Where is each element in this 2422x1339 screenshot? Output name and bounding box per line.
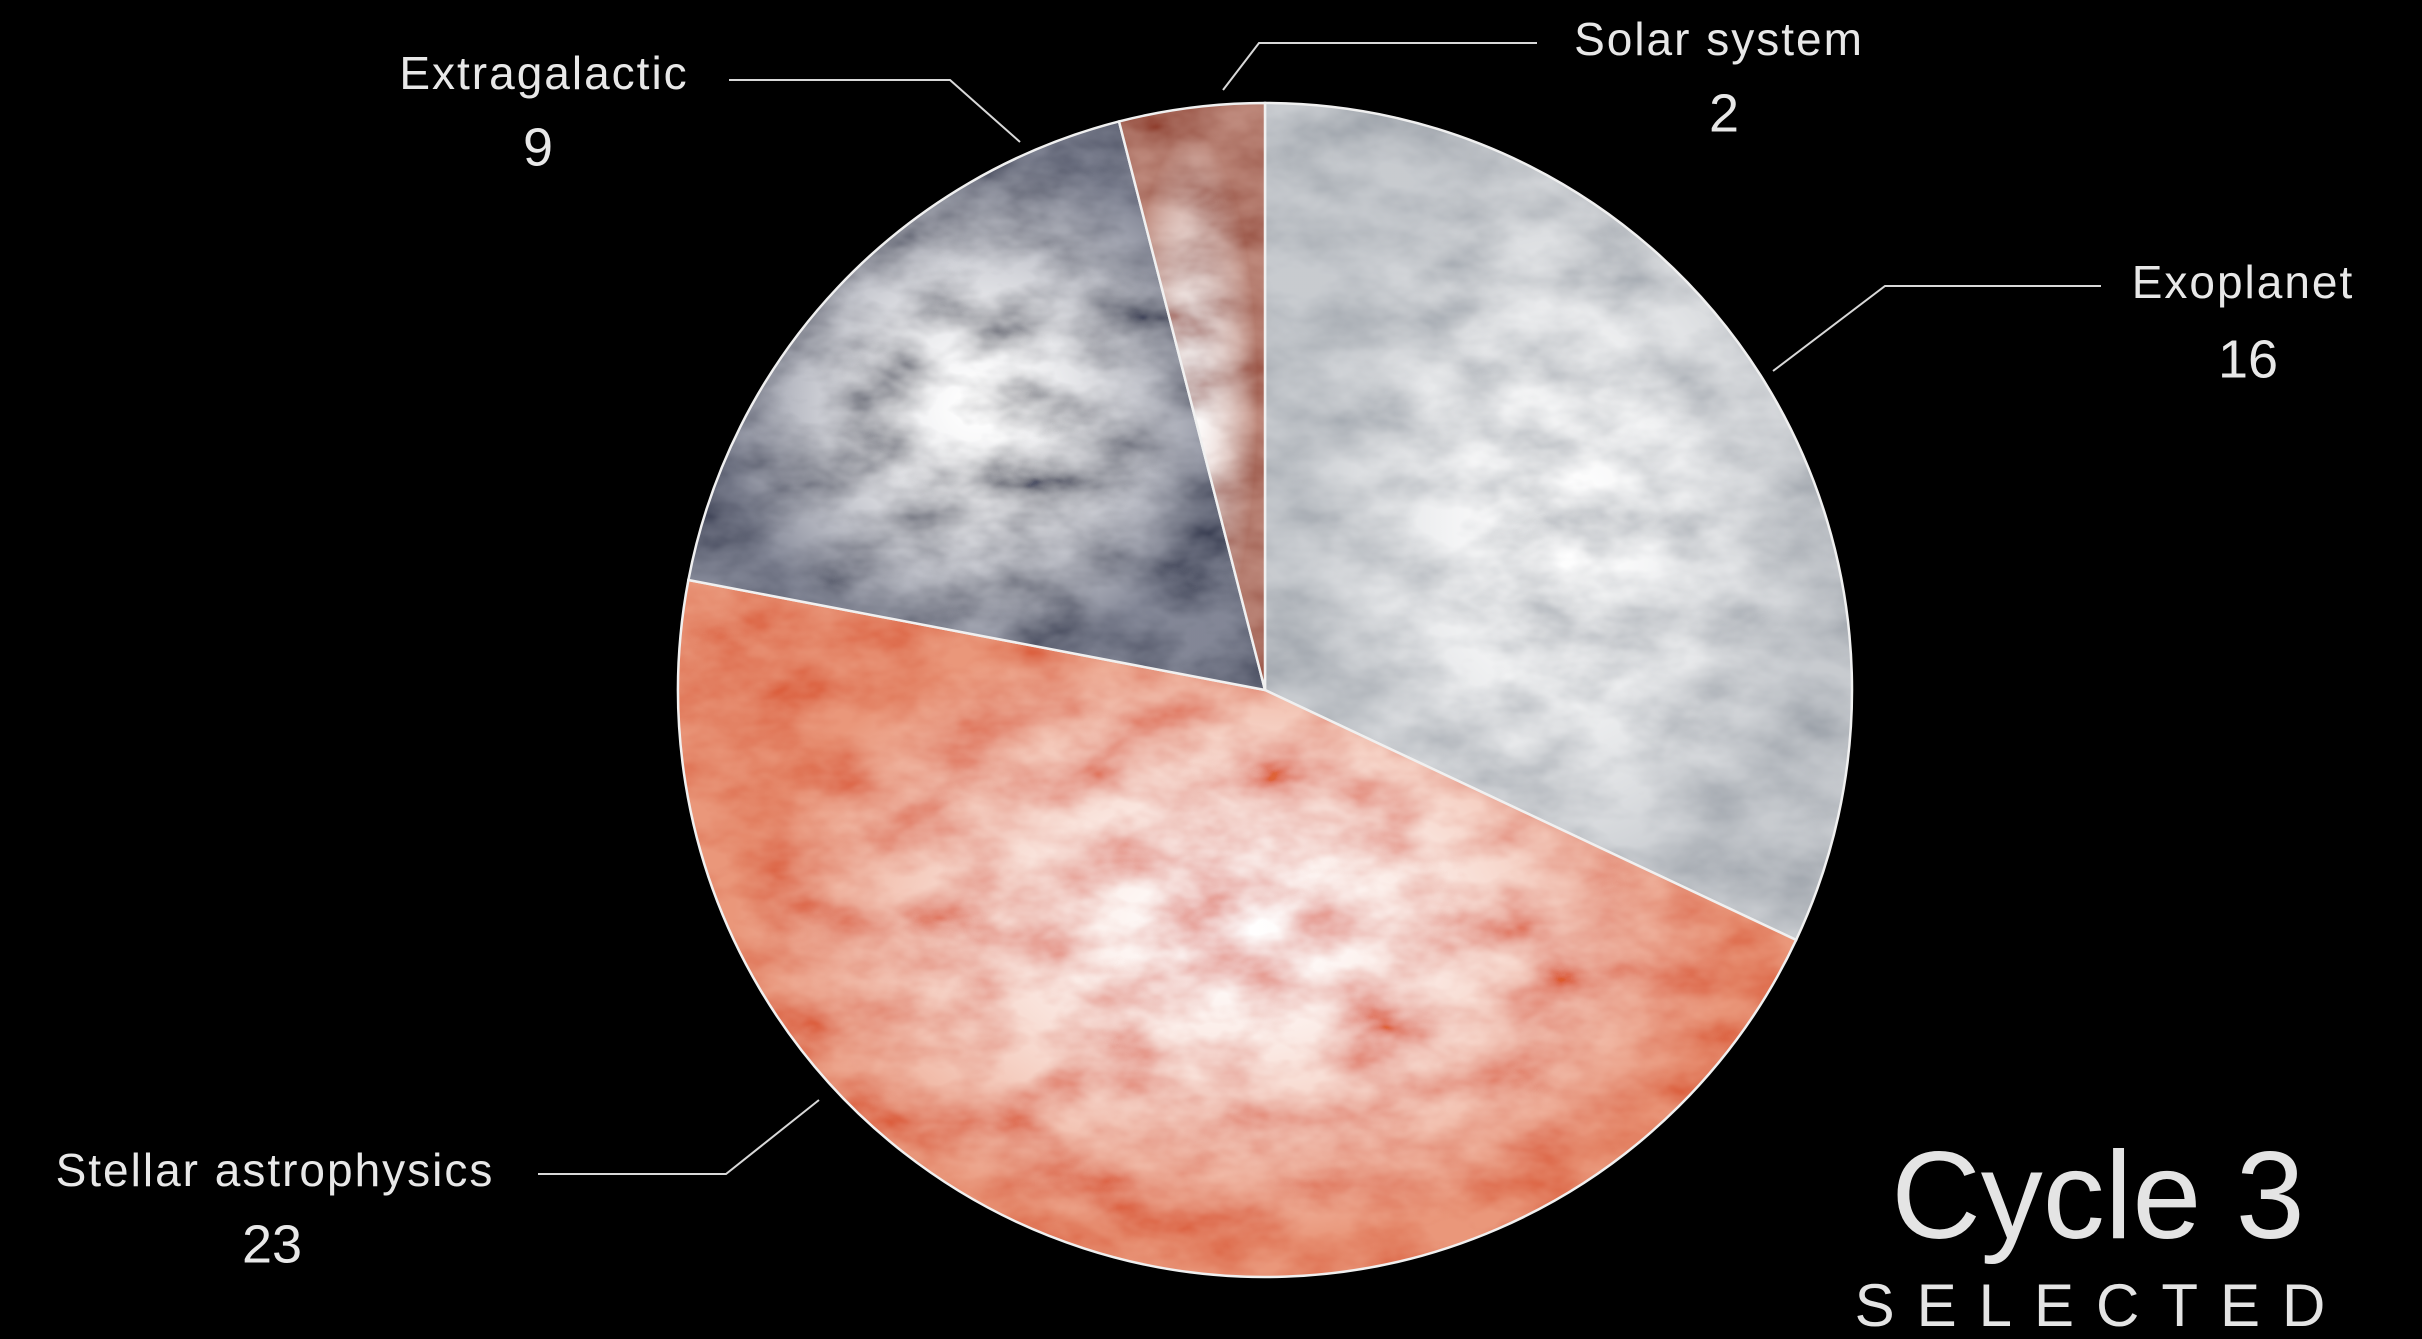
slice-shade	[1265, 103, 1852, 940]
slice-edge	[676, 578, 1798, 1279]
data-label: 9	[523, 117, 553, 177]
labels: Exoplanet 16 Stellar astrophysics 23 Extraga…	[56, 13, 2355, 1274]
pie	[676, 101, 1854, 1279]
legend-label: Extragalactic	[399, 47, 688, 99]
leader-line	[729, 79, 1021, 143]
slice-edge	[686, 119, 1267, 692]
slice-shade	[678, 580, 1797, 1277]
legend-label: Stellar astrophysics	[56, 1144, 495, 1196]
data-label: 2	[1709, 83, 1739, 143]
legend-label: Exoplanet	[2132, 256, 2355, 308]
chart-title: Cycle 3	[1891, 1127, 2304, 1265]
data-label: 16	[2218, 329, 2278, 389]
slice-edge	[1263, 101, 1854, 942]
slice-edge	[1117, 101, 1267, 691]
leader-line	[1222, 42, 1537, 91]
data-label: 23	[242, 1214, 302, 1274]
leader-line	[1772, 285, 2101, 372]
legend-label: Solar system	[1574, 13, 1864, 65]
chart-subtitle: SELECTED	[1855, 1272, 2348, 1339]
slice-shade	[688, 121, 1265, 691]
leader-line	[538, 1099, 820, 1175]
